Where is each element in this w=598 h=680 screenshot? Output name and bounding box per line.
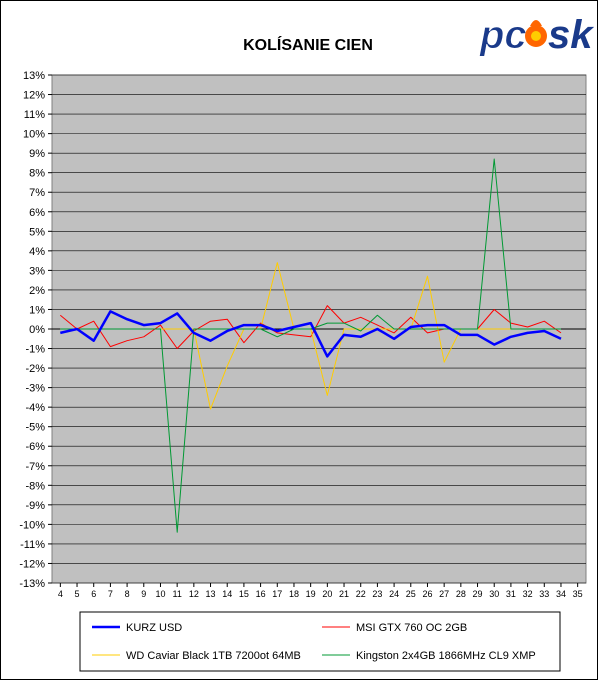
y-tick-label: 4% [29,246,45,258]
x-tick-label: 22 [356,589,366,599]
y-tick-label: 1% [29,304,45,316]
legend-label-3: Kingston 2x4GB 1866MHz CL9 XMP [356,650,536,662]
y-tick-label: 11% [24,109,45,121]
logo-flame-icon [525,20,547,47]
x-tick-label: 8 [125,589,130,599]
y-tick-label: 5% [29,226,45,238]
x-tick-label: 13 [206,589,216,599]
x-tick-label: 26 [422,589,432,599]
x-tick-label: 4 [58,589,63,599]
y-axis-ticks: 13% 12% 11% 10% 9% 8% 7% 6% 5% 4% 3% 2% 1% 0% -1% -2% -3… [19,70,52,590]
chart-title: KOLÍSANIE CIEN [243,35,373,54]
y-tick-label: -7% [25,461,45,473]
x-tick-label: 24 [389,589,399,599]
x-tick-label: 11 [172,589,181,599]
x-tick-label: 19 [306,589,316,599]
x-tick-label: 20 [322,589,332,599]
y-tick-label: 12% [23,90,45,102]
y-tick-label: 9% [29,148,45,160]
x-tick-label: 12 [189,589,199,599]
y-tick-label: 13% [23,70,45,82]
legend-box [79,611,561,672]
y-tick-label: -8% [25,480,45,492]
logo-wordmark-end: sk [548,13,594,57]
series-line-0 [60,310,562,358]
y-tick-label: -9% [25,500,45,512]
series-line-3 [60,158,561,533]
y-tick-label: -2% [25,363,45,375]
x-tick-label: 33 [539,589,549,599]
y-tick-label: 2% [29,285,45,297]
x-tick-label: 29 [473,589,483,599]
logo-wordmark: pc [479,13,527,57]
y-tick-label: -13% [19,578,45,590]
x-tick-label: 10 [155,589,165,599]
y-tick-label: -1% [25,344,45,356]
x-tick-label: 15 [239,589,249,599]
x-tick-label: 18 [289,589,299,599]
legend-label-0: KURZ USD [126,622,182,634]
y-tick-label: 0% [29,324,45,336]
y-tick-label: 10% [23,129,45,141]
y-tick-label: 3% [29,265,45,277]
legend: KURZ USD MSI GTX 760 OC 2GB WD Caviar Blac… [79,611,561,672]
x-tick-label: 35 [573,589,583,599]
x-tick-label: 27 [439,589,449,599]
x-tick-label: 6 [91,589,96,599]
site-logo: pc sk [479,13,595,58]
x-tick-label: 31 [506,589,516,599]
x-tick-label: 30 [489,589,499,599]
x-axis-ticks: 4 5 6 7 8 9 10 11 12 13 14 15 16 17 18 19 20 21 22 23 24 25 26… [58,583,583,599]
y-tick-label: 8% [29,168,45,180]
x-tick-label: 17 [272,589,282,599]
x-tick-label: 5 [75,589,80,599]
series-lines [59,158,562,533]
x-tick-label: 9 [141,589,146,599]
y-tick-label: 7% [29,187,45,199]
x-tick-label: 21 [339,589,349,599]
x-tick-label: 23 [372,589,382,599]
y-tick-label: -6% [25,441,45,453]
legend-label-2: WD Caviar Black 1TB 7200ot 64MB [126,650,301,662]
y-tick-label: 6% [29,207,45,219]
x-tick-label: 32 [523,589,533,599]
x-tick-label: 14 [222,589,232,599]
legend-label-1: MSI GTX 760 OC 2GB [356,622,467,634]
y-tick-label: -3% [25,383,45,395]
x-tick-label: 34 [556,589,566,599]
y-tick-label: -4% [25,402,45,414]
x-tick-label: 28 [456,589,466,599]
x-tick-label: 16 [256,589,266,599]
y-tick-label: -5% [25,422,45,434]
x-tick-label: 7 [108,589,113,599]
x-tick-label: 25 [406,589,416,599]
y-tick-label: -10% [19,519,45,531]
y-tick-label: -11% [20,539,45,551]
y-tick-label: -12% [19,558,45,570]
